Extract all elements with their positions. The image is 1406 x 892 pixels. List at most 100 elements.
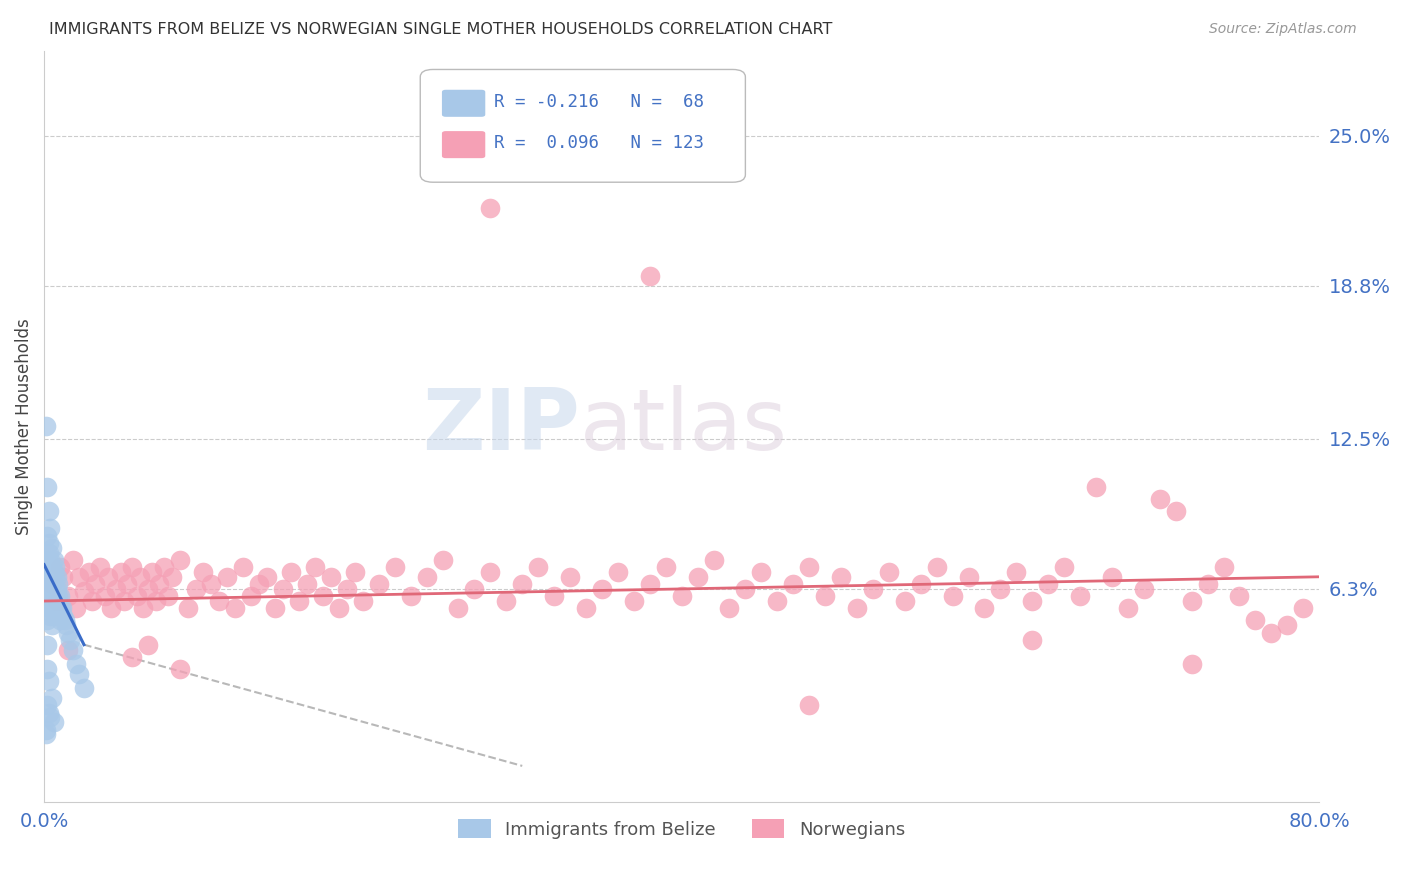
Point [543, 589, 565, 603]
Point [1181, 594, 1204, 608]
Point [479, 201, 502, 215]
Point [280, 565, 302, 579]
Point [527, 560, 550, 574]
Y-axis label: Single Mother Households: Single Mother Households [15, 318, 32, 535]
Point [193, 565, 215, 579]
Point [702, 553, 724, 567]
Point [957, 570, 980, 584]
Point [38, 577, 60, 591]
Point [45, 594, 67, 608]
Point [37, 638, 59, 652]
Point [942, 589, 965, 603]
Point [208, 594, 231, 608]
Point [1212, 560, 1234, 574]
Point [39, 608, 62, 623]
Text: IMMIGRANTS FROM BELIZE VS NORWEGIAN SINGLE MOTHER HOUSEHOLDS CORRELATION CHART: IMMIGRANTS FROM BELIZE VS NORWEGIAN SING… [49, 22, 832, 37]
Point [44, 608, 66, 623]
Text: Source: ZipAtlas.com: Source: ZipAtlas.com [1209, 22, 1357, 37]
Point [240, 589, 263, 603]
Point [495, 594, 517, 608]
Point [814, 589, 837, 603]
Point [41, 565, 63, 579]
Point [136, 582, 159, 596]
Point [59, 632, 82, 647]
Point [104, 582, 127, 596]
Point [37, 480, 59, 494]
Point [84, 577, 107, 591]
Point [264, 601, 287, 615]
Point [42, 601, 65, 615]
Point [39, 710, 62, 724]
Point [93, 589, 115, 603]
Point [39, 570, 62, 584]
Point [42, 577, 65, 591]
Point [73, 584, 96, 599]
Point [686, 570, 709, 584]
Point [35, 723, 58, 737]
Point [89, 560, 111, 574]
Point [51, 601, 73, 615]
Point [654, 560, 676, 574]
Point [558, 570, 581, 584]
Point [479, 565, 502, 579]
Point [367, 577, 389, 591]
Point [288, 594, 311, 608]
Point [41, 601, 63, 615]
Point [1229, 589, 1251, 603]
Point [37, 662, 59, 676]
Point [41, 582, 63, 596]
Point [169, 553, 191, 567]
Point [157, 589, 180, 603]
Point [766, 594, 789, 608]
Point [52, 608, 75, 623]
Point [53, 614, 76, 628]
Point [44, 570, 66, 584]
Point [638, 577, 661, 591]
Point [312, 589, 335, 603]
Point [152, 560, 174, 574]
Point [39, 553, 62, 567]
Point [1292, 601, 1315, 615]
Point [160, 570, 183, 584]
Point [38, 565, 60, 579]
Point [62, 553, 84, 567]
Point [1116, 601, 1139, 615]
Point [44, 582, 66, 596]
FancyBboxPatch shape [420, 70, 745, 182]
Point [271, 582, 294, 596]
Point [42, 565, 65, 579]
Text: R =  0.096   N = 123: R = 0.096 N = 123 [494, 134, 704, 153]
Point [990, 582, 1012, 596]
Point [37, 528, 59, 542]
Point [38, 706, 60, 720]
Point [112, 594, 135, 608]
Point [145, 594, 167, 608]
Point [432, 553, 454, 567]
Point [224, 601, 246, 615]
Point [463, 582, 485, 596]
Point [1260, 625, 1282, 640]
Point [48, 577, 70, 591]
Point [718, 601, 741, 615]
Point [176, 601, 198, 615]
Legend: Immigrants from Belize, Norwegians: Immigrants from Belize, Norwegians [451, 812, 912, 846]
Point [67, 666, 90, 681]
Point [41, 560, 63, 574]
Point [1005, 565, 1028, 579]
Point [49, 560, 72, 574]
Point [247, 577, 270, 591]
Point [415, 570, 437, 584]
Point [115, 577, 138, 591]
Point [97, 570, 120, 584]
Point [1277, 618, 1299, 632]
Point [73, 681, 96, 696]
Point [1021, 632, 1043, 647]
Point [132, 601, 155, 615]
Point [200, 577, 222, 591]
Point [56, 625, 79, 640]
Point [336, 582, 359, 596]
Point [41, 570, 63, 584]
Point [352, 594, 374, 608]
Point [39, 521, 62, 535]
Point [41, 577, 63, 591]
